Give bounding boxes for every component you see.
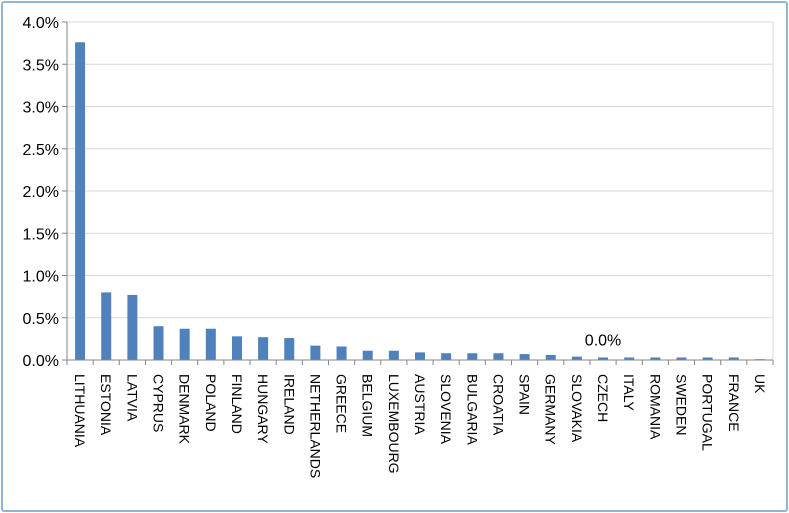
bars — [75, 42, 765, 360]
axes — [62, 21, 774, 365]
x-tick-label: FRANCE — [726, 374, 742, 432]
x-tick-label: LATVIA — [124, 374, 140, 422]
bar — [231, 336, 242, 360]
x-tick-label: BULGARIA — [464, 374, 480, 445]
data-label: 0.0% — [585, 332, 621, 349]
x-tick-label: GERMANY — [543, 374, 559, 445]
bar — [75, 42, 86, 360]
bar — [362, 350, 373, 360]
y-tick-label: 0.0% — [23, 353, 59, 370]
x-tick-label: SLOVAKIA — [569, 374, 585, 443]
bar — [728, 357, 739, 360]
y-tick-label: 0.5% — [23, 311, 59, 328]
x-tick-label: POLAND — [203, 374, 219, 432]
x-tick-label: IRELAND — [281, 374, 297, 435]
y-tick-label: 3.0% — [23, 100, 59, 117]
bar — [153, 326, 164, 360]
y-tick-labels: 0.0% 0.5% 1.0% 1.5% 2.0% 2.5% 3.0% 3.5% 4.0% — [23, 15, 59, 370]
bar — [441, 353, 452, 360]
y-tick-label: 1.0% — [23, 269, 59, 286]
x-tick-label: LUXEMBOURG — [386, 374, 402, 474]
y-tick-label: 1.5% — [23, 226, 59, 243]
annotations: 0.0% — [585, 332, 621, 349]
bar — [179, 328, 190, 360]
bar — [467, 353, 478, 360]
y-tick-label: 2.0% — [23, 184, 59, 201]
bar — [415, 352, 425, 360]
bar — [702, 357, 713, 360]
x-tick-label: AUSTRIA — [412, 374, 428, 435]
bar — [127, 294, 138, 360]
bar — [519, 354, 530, 360]
bar — [388, 350, 399, 360]
x-tick-label: CZECH — [595, 374, 611, 422]
x-tick-label: ESTONIA — [98, 374, 114, 436]
x-tick-label: SLOVENIA — [438, 374, 454, 445]
x-tick-label: PORTUGAL — [700, 374, 716, 451]
bar — [650, 357, 661, 360]
x-tick-label: ROMANIA — [647, 374, 663, 440]
x-tick-label: DENMARK — [177, 374, 193, 445]
gridlines — [67, 21, 774, 361]
bar — [205, 328, 216, 360]
bar — [493, 353, 504, 360]
bar — [284, 338, 295, 360]
bar — [336, 346, 347, 360]
x-tick-label: BELGIUM — [360, 374, 376, 437]
x-tick-label: UK — [752, 374, 768, 394]
bar — [676, 357, 687, 360]
x-tick-label: ITALY — [621, 374, 637, 411]
bar — [101, 292, 112, 360]
x-tick-label: GREECE — [334, 374, 350, 433]
y-tick-label: 3.5% — [23, 57, 59, 74]
x-tick-label: LITHUANIA — [72, 374, 88, 448]
x-tick-label: NETHERLANDS — [307, 374, 323, 478]
x-tick-label: CYPRUS — [151, 374, 167, 432]
bar — [598, 357, 609, 360]
x-tick-label: FINLAND — [229, 374, 245, 434]
x-tick-labels: LITHUANIA ESTONIA LATVIA CYPRUS DENMARK POLAN… — [72, 374, 768, 478]
y-tick-label: 2.5% — [23, 142, 59, 159]
bar — [258, 337, 269, 360]
bar — [571, 356, 582, 360]
bar — [624, 357, 635, 360]
x-tick-label: SWEDEN — [673, 374, 689, 435]
bar — [310, 345, 321, 360]
y-tick-label: 4.0% — [23, 15, 59, 32]
x-tick-label: CROATIA — [490, 374, 506, 436]
x-tick-label: SPAIN — [517, 374, 533, 415]
x-tick-label: HUNGARY — [255, 374, 271, 444]
bar — [545, 354, 556, 360]
